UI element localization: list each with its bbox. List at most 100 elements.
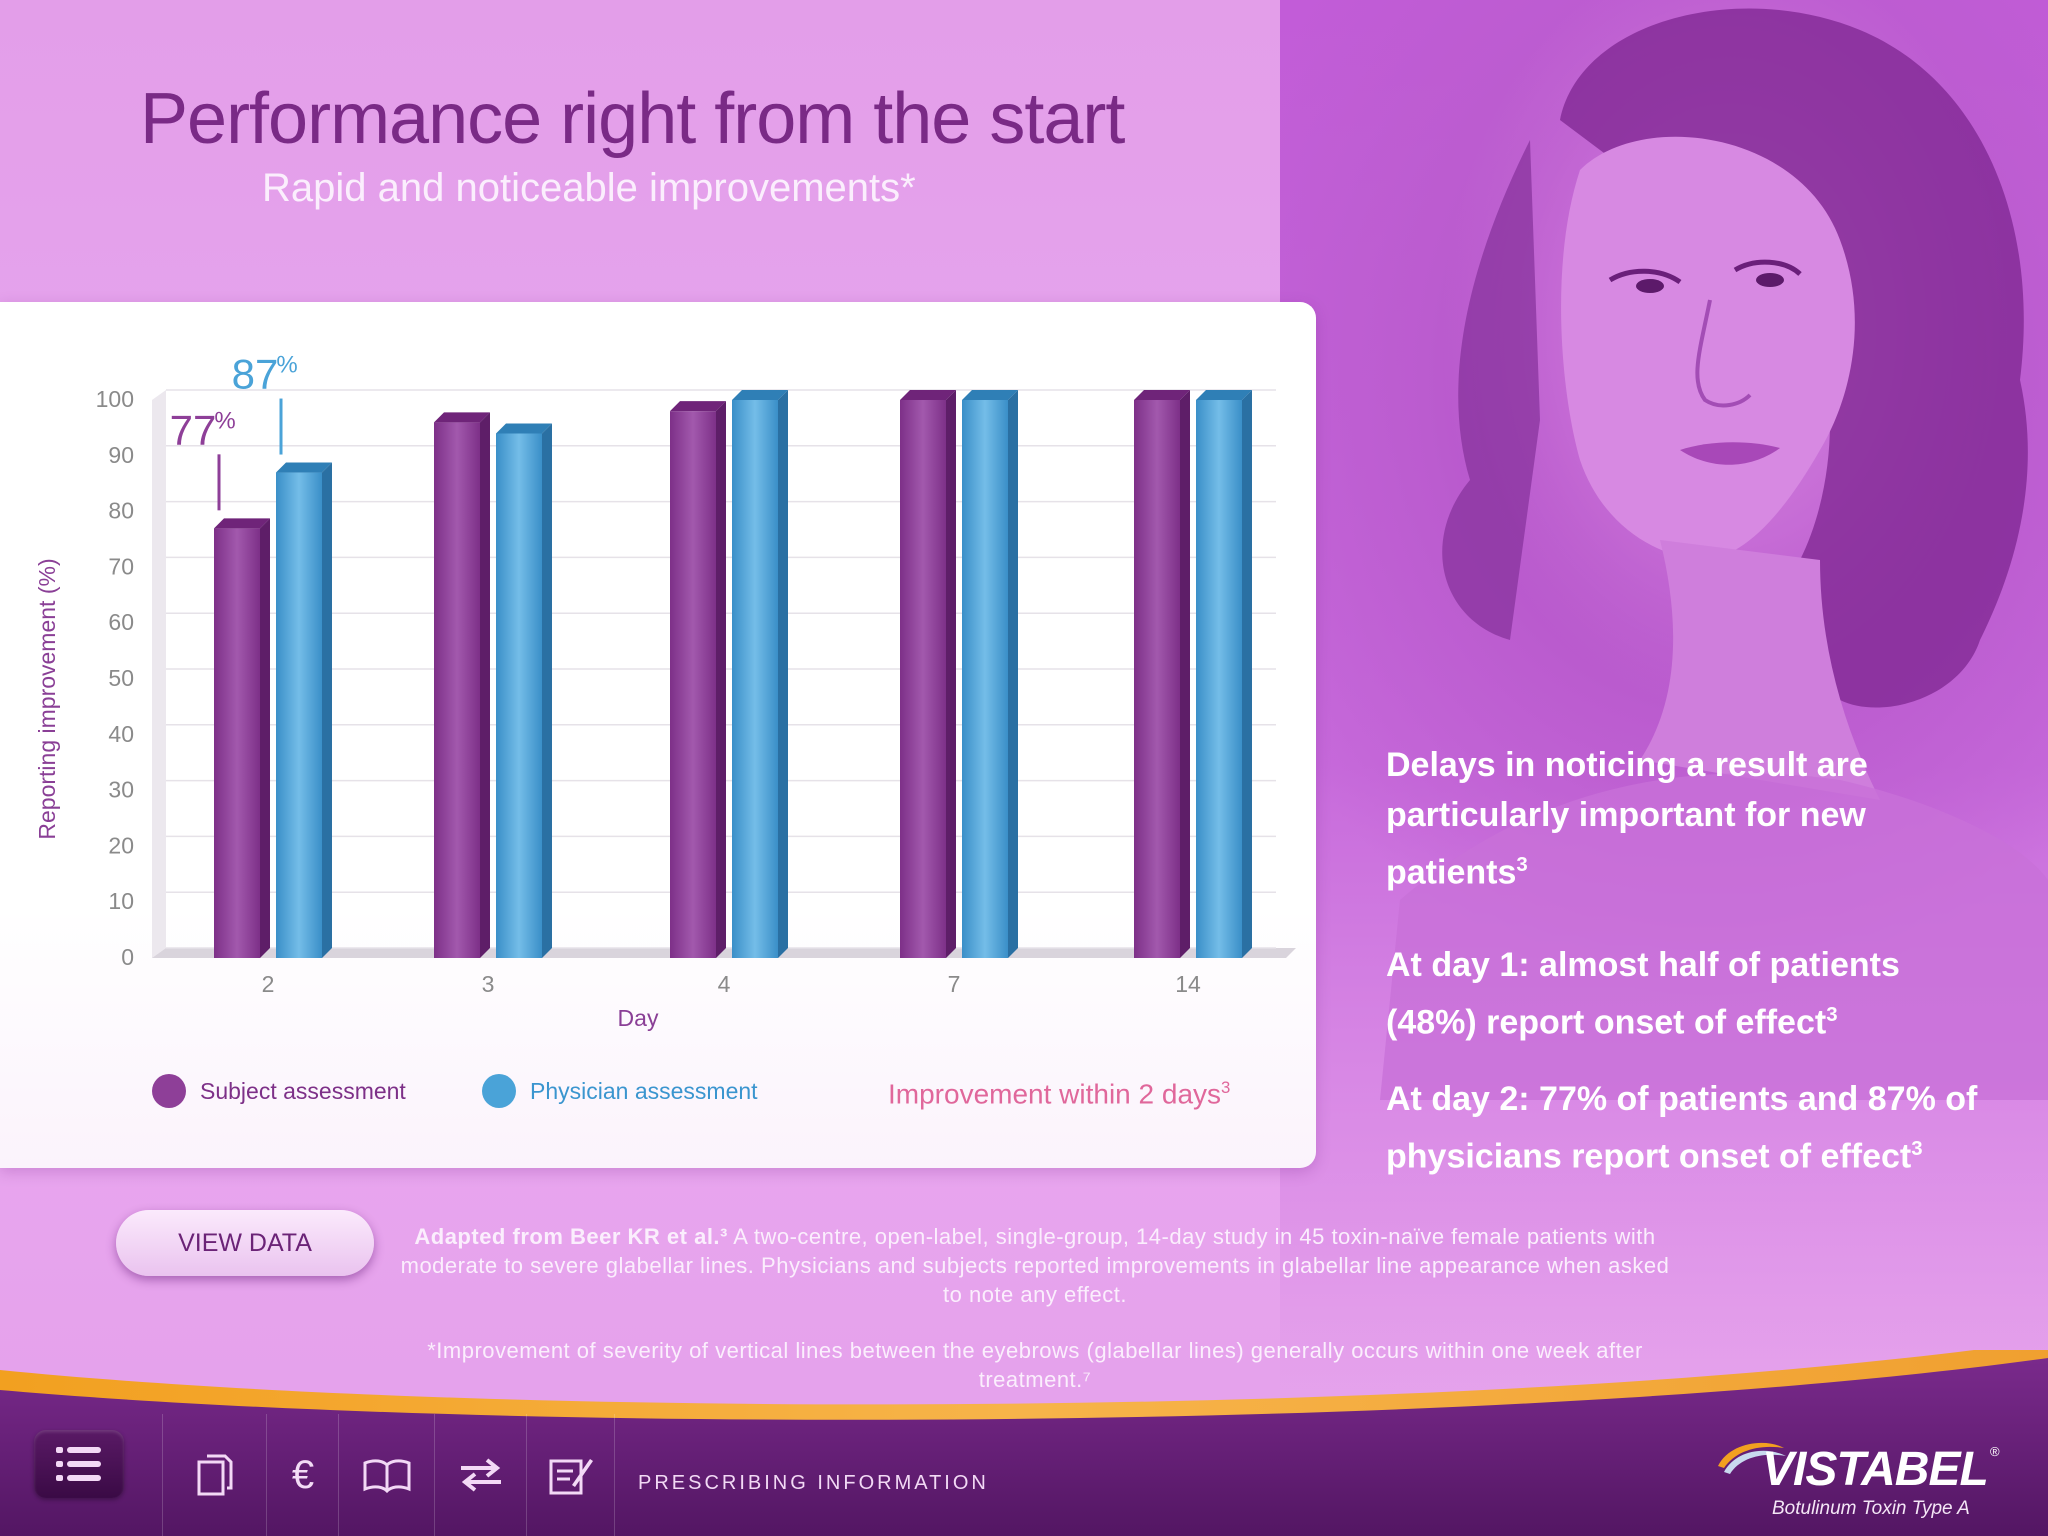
bar-side	[778, 390, 788, 958]
x-tick-label: 7	[948, 971, 961, 997]
side-text-3: At day 2: 77% of patients and 87% of phy…	[1386, 1074, 2006, 1181]
x-tick-label: 2	[262, 971, 275, 997]
legend-physician-dot	[482, 1074, 516, 1108]
y-tick-label: 10	[108, 888, 134, 914]
side-text-1-body: Delays in noticing a result are particul…	[1386, 746, 1868, 892]
legend-subject-dot	[152, 1074, 186, 1108]
annotation-value: 87	[232, 351, 279, 398]
bar-subject	[434, 422, 480, 958]
bar-top	[732, 390, 788, 400]
bar-top	[900, 390, 956, 400]
euro-icon: €	[291, 1452, 315, 1497]
y-tick-label: 90	[108, 442, 134, 468]
x-axis-label: Day	[618, 1005, 659, 1031]
book-button[interactable]	[338, 1414, 435, 1536]
toolbar-divider	[614, 1414, 616, 1536]
bar-side	[480, 412, 490, 958]
woman-portrait-image	[1380, 8, 2048, 1100]
study-citation: Adapted from Beer KR et al.³	[414, 1224, 728, 1249]
y-tick-label: 20	[108, 832, 134, 858]
improvement-note-ref: 3	[1221, 1078, 1231, 1097]
bar-top	[276, 462, 332, 473]
prescribing-information-link[interactable]: PRESCRIBING INFORMATION	[638, 1472, 989, 1494]
legend-physician: Physician assessment	[482, 1074, 758, 1108]
bar-chart: 0 10 20 30 40 50 60 70 80 90 100 Reporting improvem…	[34, 351, 1296, 1031]
notes-edit-icon	[549, 1459, 593, 1495]
bar-physician	[1196, 400, 1242, 958]
bar-top	[1196, 390, 1252, 400]
chart-card: 0 10 20 30 40 50 60 70 80 90 100 Reporting improvem…	[0, 302, 1316, 1168]
bar-side	[1242, 390, 1252, 958]
brand-swoosh-icon	[1718, 1442, 1786, 1474]
bar-side	[542, 423, 552, 959]
menu-list-button[interactable]	[34, 1430, 124, 1498]
bar-subject	[900, 400, 946, 958]
side-text-3-body: At day 2: 77% of patients and 87% of phy…	[1386, 1080, 1978, 1176]
brand-name: VISTABEL	[1762, 1443, 1989, 1496]
bar-subject	[1134, 400, 1180, 958]
notes-button[interactable]	[526, 1414, 615, 1536]
side-text-1-ref: 3	[1516, 854, 1528, 876]
y-tick-label: 0	[121, 944, 134, 970]
footnote: *Improvement of severity of vertical lin…	[427, 1338, 1643, 1392]
pricing-button[interactable]: €	[266, 1414, 339, 1536]
y-tick-label: 30	[108, 777, 134, 803]
bar-top	[962, 390, 1018, 400]
x-tick-label: 3	[482, 971, 495, 997]
bar-physician	[962, 400, 1008, 958]
bar-side	[1180, 390, 1190, 958]
side-text-2-ref: 3	[1826, 1004, 1838, 1026]
brand-logo: VISTABEL ® Botulinum Toxin Type A	[1710, 1436, 2010, 1526]
y-tick-label: 60	[108, 609, 134, 635]
annotation-unit: %	[276, 352, 297, 379]
improvement-note-text: Improvement within 2 days	[888, 1078, 1222, 1110]
side-text-1: Delays in noticing a result are particul…	[1386, 740, 1946, 897]
y-tick-label: 70	[108, 553, 134, 579]
brand-subtitle: Botulinum Toxin Type A	[1772, 1498, 1970, 1519]
side-text-3-ref: 3	[1911, 1138, 1923, 1160]
y-tick-label: 40	[108, 721, 134, 747]
y-axis-label: Reporting improvement (%)	[34, 558, 60, 839]
x-tick-label: 14	[1175, 971, 1201, 997]
annotation-value: 77	[170, 406, 217, 453]
bar-physician	[496, 433, 542, 958]
bar-side	[1008, 390, 1018, 958]
y-tick-label: 80	[108, 498, 134, 524]
annotation-unit: %	[214, 407, 235, 434]
book-icon	[363, 1459, 411, 1493]
improvement-note: Improvement within 2 days3	[888, 1078, 1230, 1110]
menu-list-icon	[56, 1447, 101, 1481]
legend-subject-label: Subject assessment	[200, 1077, 406, 1104]
study-description: Adapted from Beer KR et al.³ A two-centr…	[390, 1222, 1680, 1309]
y-tick-label: 50	[108, 665, 134, 691]
bar-physician	[276, 472, 322, 958]
swap-arrows-icon	[461, 1458, 501, 1492]
brand-registered-mark: ®	[1990, 1444, 2000, 1459]
bottom-bar-background	[0, 1350, 2048, 1536]
bar-side	[322, 462, 332, 958]
compare-button[interactable]	[434, 1414, 527, 1536]
bar-subject	[214, 528, 260, 958]
bar-top	[1134, 390, 1190, 400]
page-title: Performance right from the start	[140, 79, 1125, 159]
bar-side	[946, 390, 956, 958]
bar-side	[260, 518, 270, 958]
portrait-photo	[1280, 0, 2048, 1390]
y-tick-label: 100	[96, 386, 134, 412]
study-description-text: A two-centre, open-label, single-group, …	[400, 1224, 1670, 1307]
side-text-2: At day 1: almost half of patients (48%) …	[1386, 940, 1966, 1047]
legend-subject: Subject assessment	[152, 1074, 406, 1108]
bar-top	[670, 401, 726, 412]
page-subtitle: Rapid and noticeable improvements*	[262, 166, 916, 210]
bar-side	[716, 401, 726, 958]
documents-button[interactable]	[162, 1414, 267, 1536]
view-data-button[interactable]: VIEW DATA	[116, 1210, 374, 1276]
bar-subject	[670, 411, 716, 958]
chart-side-wall	[152, 390, 166, 958]
bar-top	[434, 412, 490, 423]
bar-top	[214, 518, 270, 529]
bar-top	[496, 423, 552, 434]
x-tick-label: 4	[718, 971, 731, 997]
documents-icon	[197, 1454, 233, 1496]
legend-physician-label: Physician assessment	[530, 1077, 758, 1104]
